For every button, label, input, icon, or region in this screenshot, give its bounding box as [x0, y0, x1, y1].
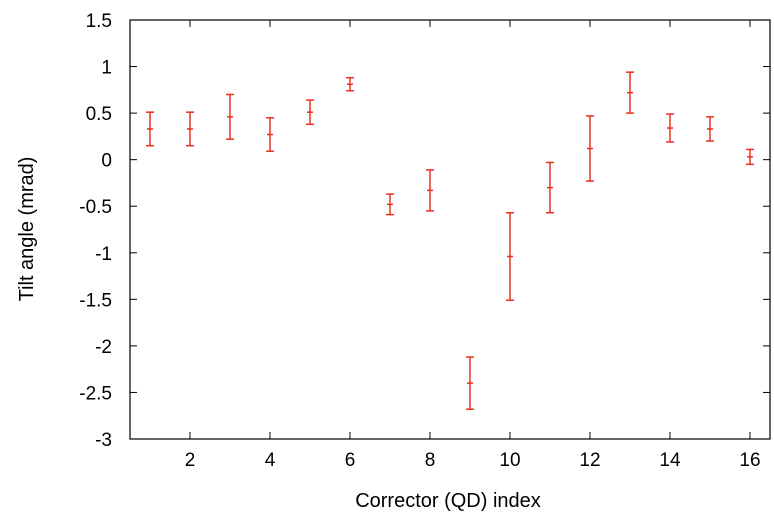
data-point [746, 148, 754, 166]
plot-frame [129, 19, 771, 440]
x-tick-label: 12 [579, 450, 600, 471]
y-axis-ticks: -3 -2.5 -2 -1.5 -1 -0.5 0 0.5 1 1.5 [79, 11, 770, 451]
y-tick-label: -1.5 [79, 290, 112, 311]
x-axis-label: Corrector (QD) index [355, 490, 541, 512]
data-point [506, 211, 514, 302]
data-point [386, 193, 394, 216]
data-point [546, 161, 554, 214]
y-tick-label: -3 [95, 430, 112, 451]
x-tick-label: 14 [659, 450, 681, 471]
data-point [346, 76, 354, 92]
x-tick-label: 10 [499, 450, 520, 471]
x-axis-ticks: 2 4 6 8 10 12 14 16 [185, 20, 761, 471]
x-tick-label: 8 [425, 450, 436, 471]
y-axis-label: Tilt angle (mrad) [16, 157, 38, 302]
data-point [226, 93, 234, 140]
x-tick-label: 6 [345, 450, 356, 471]
x-tick-label: 16 [739, 450, 760, 471]
data-point [626, 71, 634, 114]
x-tick-label: 2 [185, 450, 196, 471]
data-point [466, 356, 474, 410]
data-point [266, 117, 274, 153]
data-point [146, 111, 154, 147]
x-tick-label: 4 [265, 450, 276, 471]
data-point [586, 115, 594, 182]
y-tick-label: -1 [95, 244, 112, 265]
y-tick-label: 0 [101, 151, 112, 172]
y-tick-label: 1.5 [86, 11, 112, 32]
y-tick-label: -2 [95, 337, 112, 358]
data-point [426, 169, 434, 212]
y-tick-label: 1 [101, 58, 112, 79]
data-point [706, 116, 714, 142]
y-tick-label: 0.5 [86, 104, 112, 125]
data-point [306, 99, 314, 126]
data-points [146, 71, 754, 410]
data-point [666, 113, 674, 143]
y-tick-label: -2.5 [79, 383, 112, 404]
data-point [186, 111, 194, 147]
plot-border [129, 19, 771, 440]
y-tick-label: -0.5 [79, 197, 112, 218]
